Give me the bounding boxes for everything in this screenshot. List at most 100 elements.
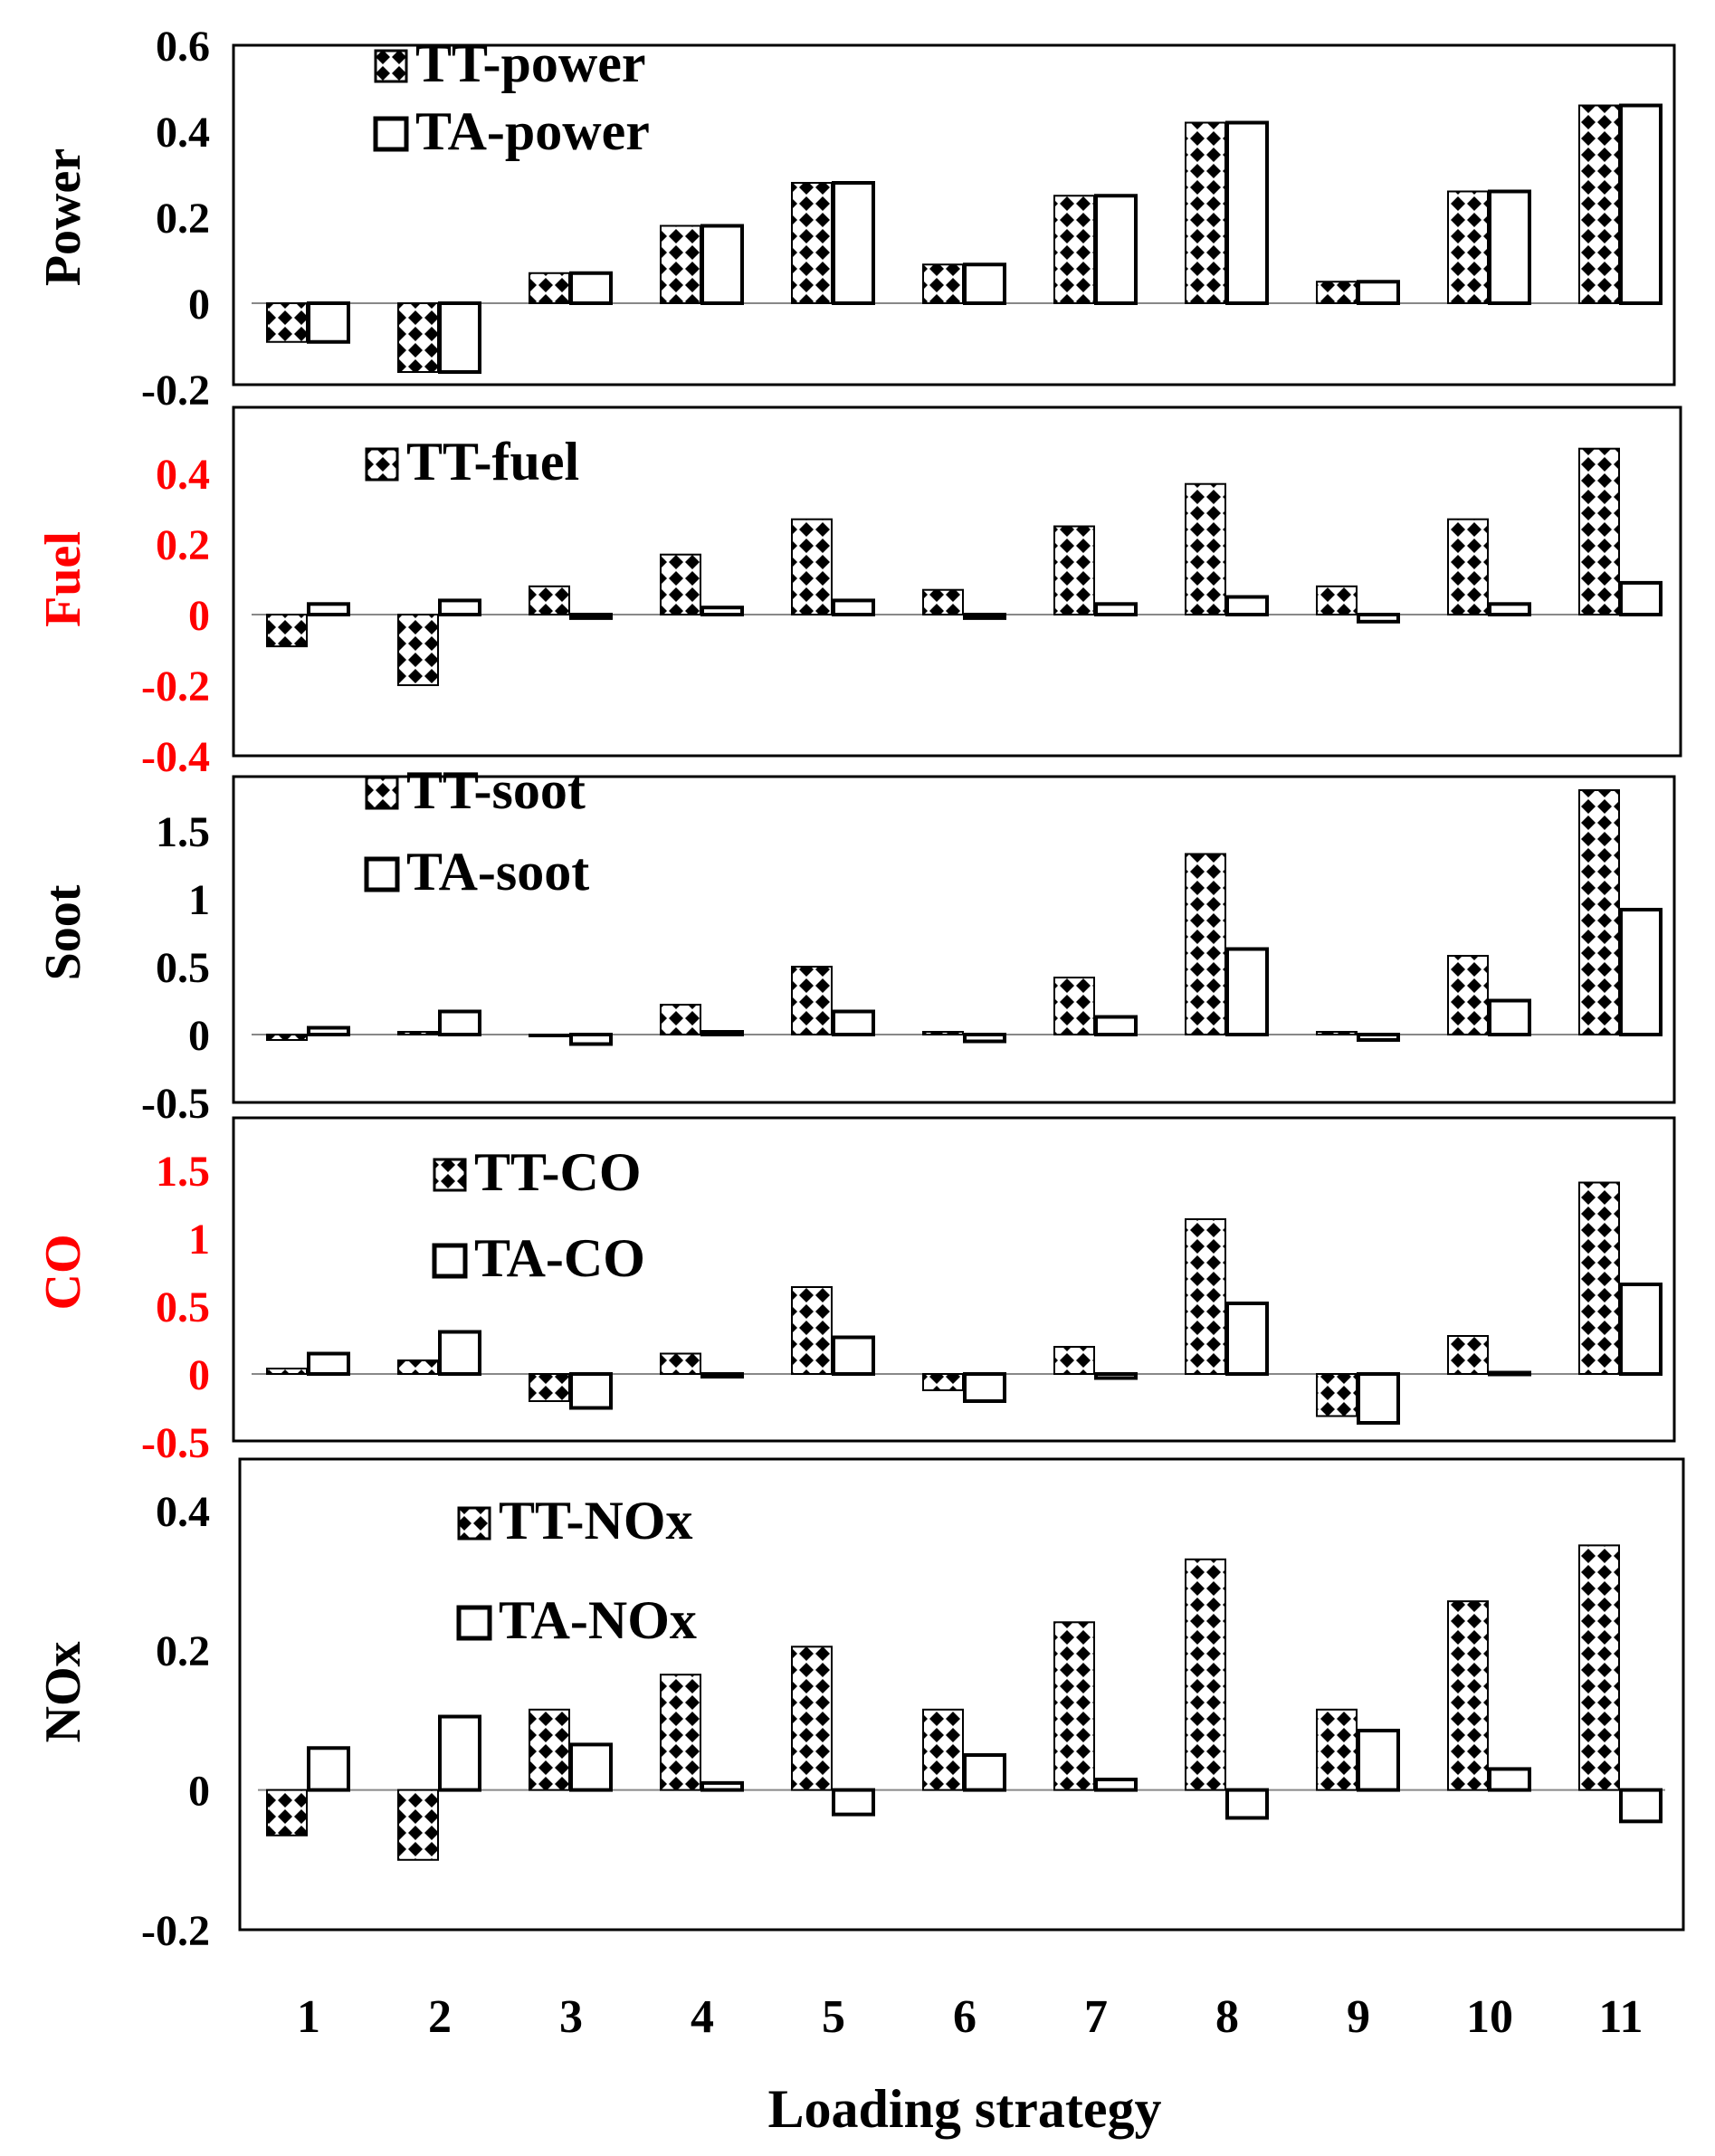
y-tick-label: -0.2 bbox=[141, 367, 210, 415]
bar-tt-soot-5 bbox=[791, 966, 833, 1035]
y-tick-label: 0 bbox=[188, 281, 210, 329]
x-tick-label: 3 bbox=[559, 1991, 583, 2043]
bar-series2-10 bbox=[1488, 602, 1531, 616]
bar-series2-11 bbox=[1619, 580, 1663, 617]
bar-tt-fuel-7 bbox=[1053, 525, 1095, 615]
legend-swatch bbox=[457, 1506, 491, 1541]
bar-tt-fuel-8 bbox=[1185, 482, 1226, 616]
x-tick-label: 1 bbox=[297, 1991, 320, 2043]
bar-ta-nox-2 bbox=[438, 1714, 481, 1792]
legend-label: TT-fuel bbox=[406, 432, 579, 491]
bar-ta-soot-9 bbox=[1357, 1033, 1400, 1042]
bar-series2-4 bbox=[700, 606, 744, 617]
bar-ta-nox-9 bbox=[1357, 1728, 1400, 1792]
bar-tt-nox-3 bbox=[529, 1708, 570, 1791]
legend-label: TA-NOx bbox=[499, 1590, 697, 1650]
bar-ta-power-9 bbox=[1357, 280, 1400, 305]
y-tick-label: 1 bbox=[188, 876, 210, 924]
bar-tt-co-3 bbox=[529, 1373, 570, 1402]
bar-ta-co-1 bbox=[307, 1351, 350, 1376]
y-tick-label: 0 bbox=[188, 1351, 210, 1399]
bar-tt-nox-8 bbox=[1185, 1558, 1226, 1791]
bar-ta-co-3 bbox=[569, 1372, 613, 1410]
bar-ta-nox-10 bbox=[1488, 1767, 1531, 1792]
bar-ta-co-9 bbox=[1357, 1372, 1400, 1425]
bar-ta-soot-3 bbox=[569, 1033, 613, 1046]
bar-ta-power-8 bbox=[1225, 120, 1269, 305]
bar-tt-soot-3 bbox=[529, 1034, 570, 1037]
bar-ta-power-4 bbox=[700, 224, 744, 305]
bar-ta-soot-7 bbox=[1094, 1015, 1138, 1036]
bar-ta-soot-11 bbox=[1619, 908, 1663, 1036]
bar-tt-power-10 bbox=[1447, 190, 1489, 304]
y-axis-title: CO bbox=[35, 1235, 91, 1311]
bar-tt-nox-7 bbox=[1053, 1621, 1095, 1791]
x-tick-label: 11 bbox=[1598, 1991, 1643, 2043]
bar-tt-soot-1 bbox=[266, 1034, 308, 1041]
bar-ta-power-2 bbox=[438, 301, 481, 374]
bar-ta-power-10 bbox=[1488, 189, 1531, 305]
bar-tt-nox-5 bbox=[791, 1646, 833, 1791]
bar-tt-fuel-10 bbox=[1447, 518, 1489, 616]
bar-tt-nox-10 bbox=[1447, 1600, 1489, 1791]
bar-tt-soot-8 bbox=[1185, 853, 1226, 1035]
bar-tt-power-3 bbox=[529, 272, 570, 304]
bar-tt-fuel-6 bbox=[922, 588, 964, 616]
bar-tt-power-7 bbox=[1053, 195, 1095, 304]
bar-tt-fuel-1 bbox=[266, 614, 308, 648]
x-tick-label: 9 bbox=[1347, 1991, 1370, 2043]
bar-ta-nox-5 bbox=[832, 1788, 875, 1817]
bar-tt-soot-2 bbox=[397, 1031, 439, 1035]
bar-tt-co-5 bbox=[791, 1286, 833, 1375]
bar-tt-soot-11 bbox=[1578, 789, 1620, 1035]
bar-ta-nox-6 bbox=[963, 1752, 1006, 1792]
panel-frame bbox=[232, 775, 1676, 1104]
legend-label: TT-NOx bbox=[499, 1491, 693, 1550]
bar-series2-1 bbox=[307, 602, 350, 616]
bar-tt-co-8 bbox=[1185, 1218, 1226, 1375]
bar-ta-nox-7 bbox=[1094, 1778, 1138, 1792]
y-tick-label: 0.2 bbox=[156, 1627, 210, 1675]
bar-tt-power-8 bbox=[1185, 121, 1226, 304]
bar-ta-soot-1 bbox=[307, 1026, 350, 1036]
bar-tt-soot-6 bbox=[922, 1031, 964, 1035]
bar-tt-power-9 bbox=[1316, 281, 1358, 304]
panel-co: -0.5 0 0.5 1 1.5 CO TT-CO TA-CO bbox=[35, 1116, 1676, 1467]
bar-tt-soot-4 bbox=[660, 1004, 701, 1035]
bar-tt-co-1 bbox=[266, 1368, 308, 1375]
legend-swatch bbox=[365, 447, 399, 482]
y-tick-label: 0 bbox=[188, 592, 210, 640]
bar-tt-nox-1 bbox=[266, 1789, 308, 1836]
x-axis: 1 2 3 4 5 6 7 8 9 10 11 Loading strategy bbox=[297, 1991, 1644, 2139]
panel-power: -0.2 0 0.2 0.4 0.6 Power TT-power TA-power bbox=[35, 23, 1676, 415]
bar-series2-3 bbox=[569, 613, 613, 620]
bar-ta-soot-5 bbox=[832, 1009, 875, 1036]
bar-ta-nox-4 bbox=[700, 1780, 744, 1792]
bar-series2-2 bbox=[438, 598, 481, 617]
bar-ta-power-6 bbox=[963, 262, 1006, 305]
bar-ta-nox-3 bbox=[569, 1742, 613, 1792]
bar-ta-co-6 bbox=[963, 1372, 1006, 1403]
y-tick-label: 0.5 bbox=[156, 944, 210, 992]
bar-ta-power-1 bbox=[307, 301, 350, 344]
panel-frame bbox=[232, 1116, 1676, 1443]
bar-series2-5 bbox=[832, 598, 875, 617]
bar-tt-nox-2 bbox=[397, 1789, 439, 1861]
y-tick-label: 0.2 bbox=[156, 195, 210, 243]
y-tick-label: 1.5 bbox=[156, 808, 210, 856]
legend-swatch bbox=[432, 1243, 468, 1279]
y-tick-label: 1.5 bbox=[156, 1148, 210, 1196]
y-tick-label: 0 bbox=[188, 1768, 210, 1816]
x-tick-label: 10 bbox=[1466, 1991, 1513, 2043]
bar-ta-soot-2 bbox=[438, 1009, 481, 1036]
legend-swatch bbox=[364, 856, 400, 892]
bar-tt-power-2 bbox=[397, 302, 439, 373]
y-axis-title: Soot bbox=[35, 884, 91, 980]
y-axis-title: NOx bbox=[35, 1642, 91, 1743]
y-tick-label: 0.5 bbox=[156, 1283, 210, 1331]
y-axis-title: Fuel bbox=[35, 531, 91, 627]
x-tick-label: 5 bbox=[822, 1991, 845, 2043]
bar-tt-nox-6 bbox=[922, 1708, 964, 1791]
bar-tt-co-2 bbox=[397, 1359, 439, 1375]
y-tick-label: 0.4 bbox=[156, 1488, 210, 1536]
